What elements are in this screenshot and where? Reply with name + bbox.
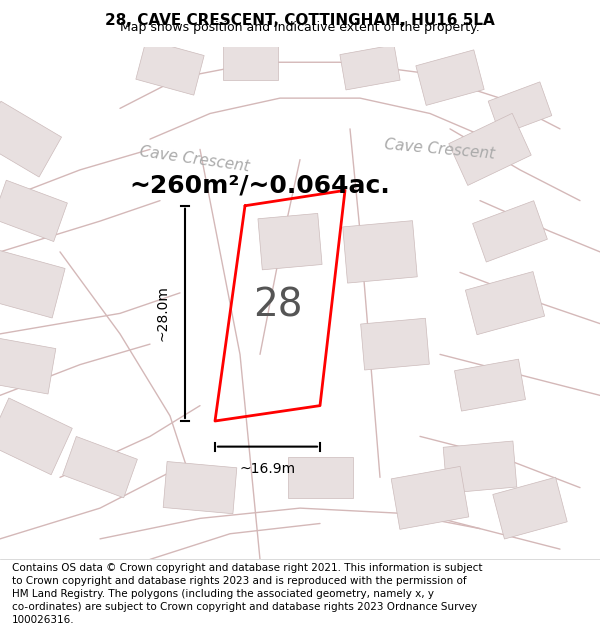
Bar: [0, 180, 67, 241]
Text: Map shows position and indicative extent of the property.: Map shows position and indicative extent…: [120, 21, 480, 34]
Bar: [340, 45, 400, 90]
Bar: [343, 221, 417, 283]
Bar: [416, 50, 484, 106]
Text: 28: 28: [253, 286, 303, 324]
Bar: [136, 39, 204, 95]
Bar: [449, 113, 531, 186]
Bar: [443, 441, 517, 493]
Text: 28, CAVE CRESCENT, COTTINGHAM, HU16 5LA: 28, CAVE CRESCENT, COTTINGHAM, HU16 5LA: [105, 13, 495, 28]
Bar: [488, 82, 552, 135]
Bar: [287, 457, 353, 498]
Bar: [0, 248, 65, 318]
Bar: [455, 359, 526, 411]
Text: ~28.0m: ~28.0m: [156, 286, 170, 341]
Text: Cave Crescent: Cave Crescent: [139, 144, 251, 175]
Bar: [62, 436, 137, 498]
Text: ~260m²/~0.064ac.: ~260m²/~0.064ac.: [130, 173, 391, 198]
Bar: [0, 101, 62, 177]
Bar: [466, 272, 545, 334]
Bar: [258, 213, 322, 270]
Bar: [0, 335, 56, 394]
Bar: [361, 318, 430, 370]
Text: ~16.9m: ~16.9m: [239, 462, 296, 476]
Bar: [493, 478, 567, 539]
Bar: [473, 201, 547, 262]
Bar: [391, 466, 469, 529]
Bar: [163, 461, 237, 514]
Text: Cave Crescent: Cave Crescent: [384, 137, 496, 162]
Bar: [223, 44, 277, 80]
Text: Contains OS data © Crown copyright and database right 2021. This information is : Contains OS data © Crown copyright and d…: [12, 562, 482, 625]
Bar: [0, 398, 72, 475]
